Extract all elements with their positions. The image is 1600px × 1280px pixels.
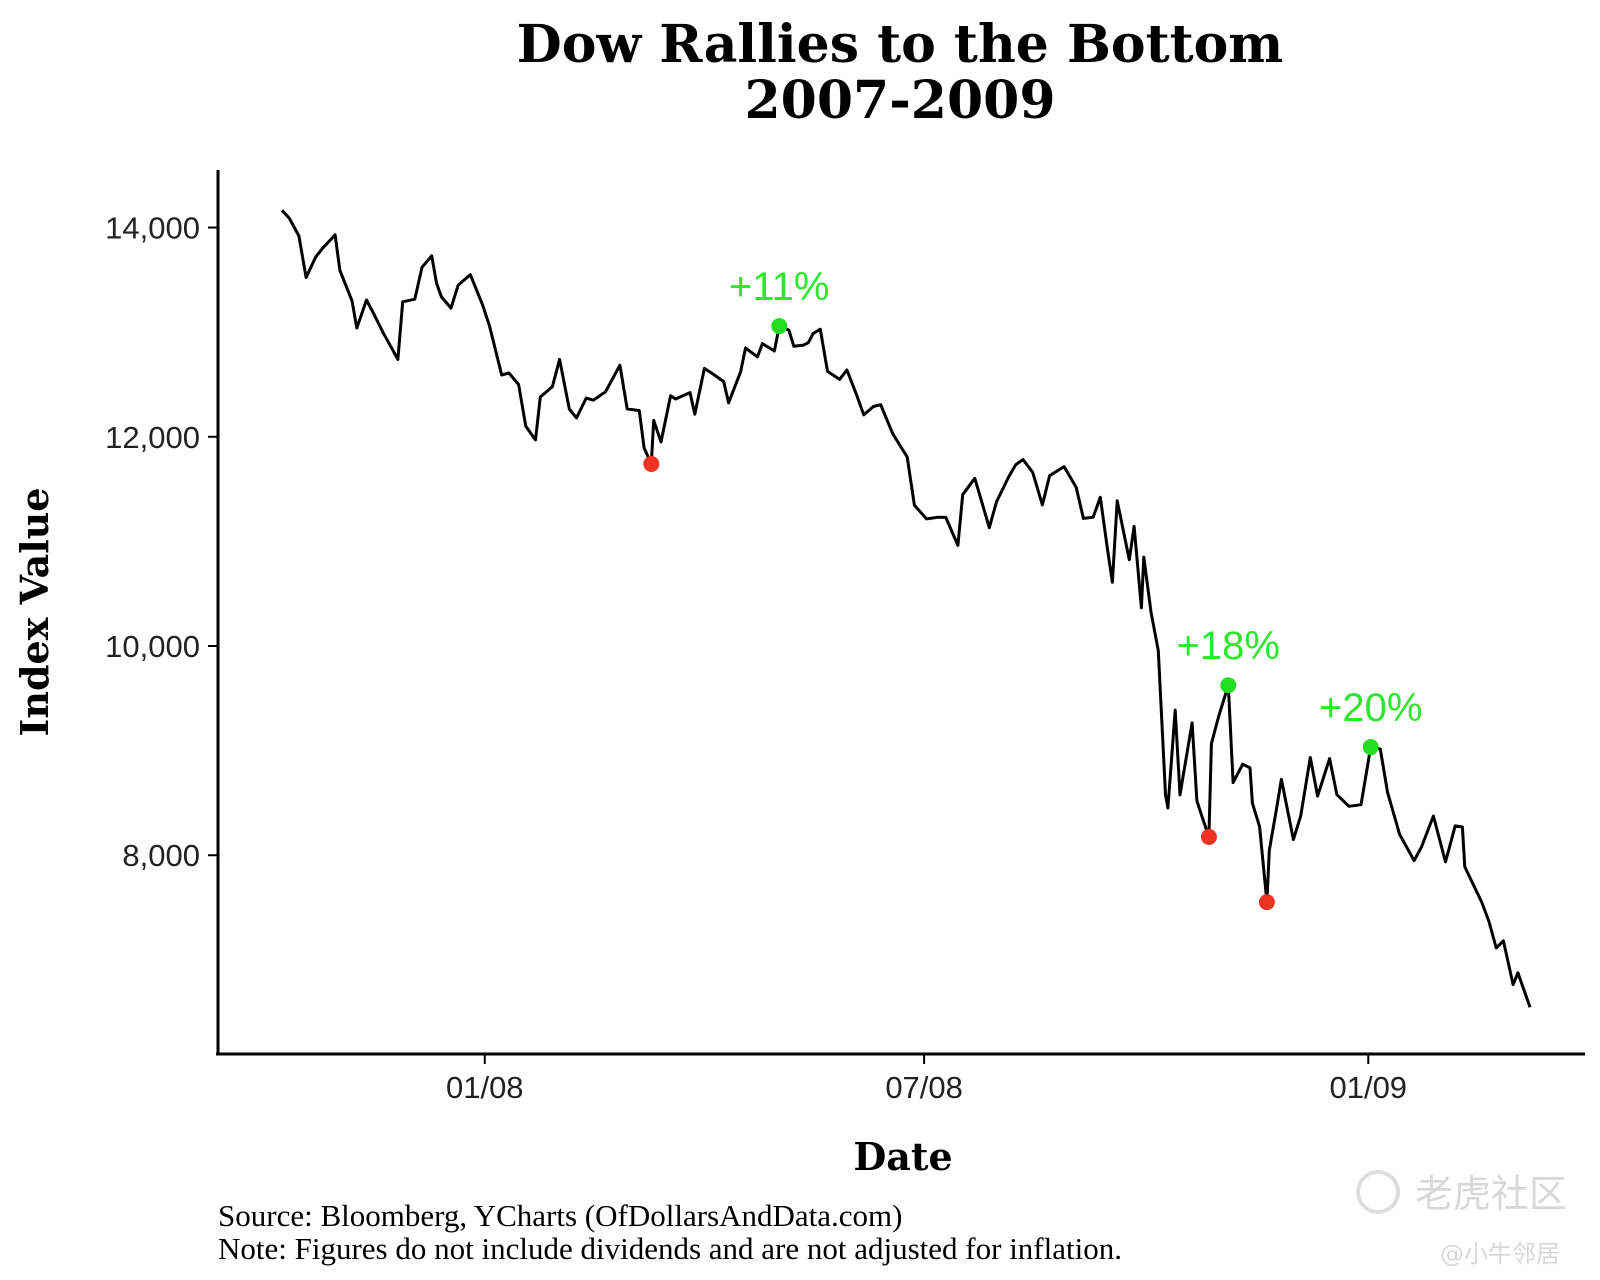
y-tick-label: 14,000	[105, 211, 200, 246]
watermark-primary: 老虎社区	[1415, 1172, 1567, 1216]
x-tick-label: 01/09	[1329, 1070, 1407, 1105]
source-note: Source: Bloomberg, YCharts (OfDollarsAnd…	[218, 1198, 902, 1233]
x-tick-label: 01/08	[446, 1070, 524, 1105]
watermark-secondary: @小牛邻居	[1440, 1240, 1560, 1268]
y-tick-label: 12,000	[105, 420, 200, 455]
y-tick-label: 10,000	[105, 629, 200, 664]
x-tick-label: 07/08	[885, 1070, 963, 1105]
chart-subtitle: 2007-2009	[744, 70, 1055, 131]
x-ticks: 01/08 07/08 01/09	[446, 1054, 1407, 1105]
peak-marker	[1220, 677, 1237, 694]
dow-index-line	[280, 209, 1532, 1008]
markers: +11% +18% +20%	[643, 265, 1422, 911]
peak-marker	[1362, 739, 1379, 756]
y-ticks: 8,000 10,000 12,000 14,000	[105, 211, 218, 873]
rally-annotation: +18%	[1177, 624, 1280, 668]
axes	[216, 170, 1585, 1056]
watermark: 老虎社区 @小牛邻居	[1356, 1170, 1567, 1268]
y-tick-label: 8,000	[122, 838, 200, 873]
trough-marker	[1258, 894, 1275, 911]
rally-annotation: +11%	[729, 265, 829, 309]
peak-marker	[771, 318, 788, 335]
inflation-note: Note: Figures do not include dividends a…	[218, 1231, 1122, 1266]
watermark-logo-icon	[1356, 1170, 1400, 1214]
y-axis-title: Index Value	[12, 488, 57, 737]
chart-title: Dow Rallies to the Bottom	[517, 14, 1284, 75]
trough-marker	[1200, 828, 1217, 845]
trough-marker	[643, 455, 660, 472]
rally-annotation: +20%	[1319, 686, 1422, 730]
x-axis-title: Date	[853, 1134, 952, 1179]
